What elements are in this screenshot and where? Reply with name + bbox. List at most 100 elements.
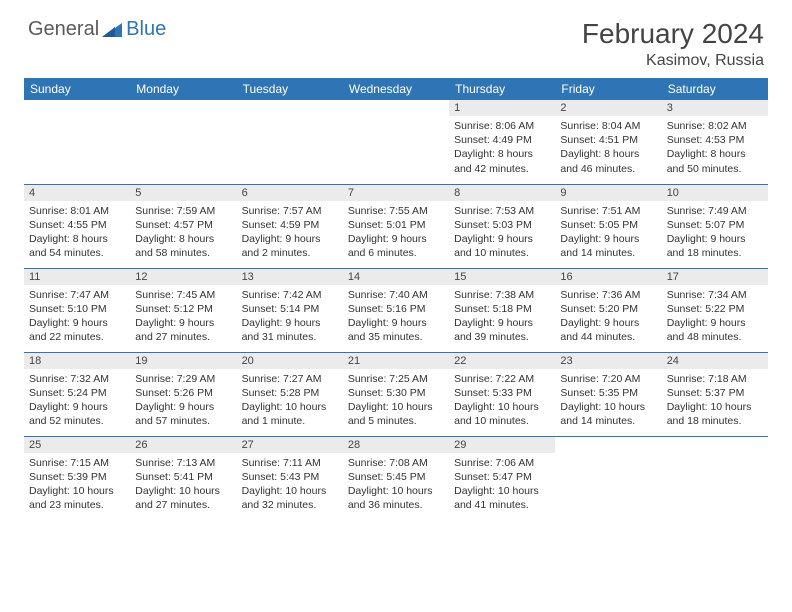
- sunrise-text: Sunrise: 7:32 AM: [29, 372, 125, 386]
- sunrise-text: Sunrise: 7:51 AM: [560, 204, 656, 218]
- daylight2-text: and 22 minutes.: [29, 330, 125, 344]
- calendar-cell: 13Sunrise: 7:42 AMSunset: 5:14 PMDayligh…: [237, 268, 343, 352]
- sunset-text: Sunset: 5:28 PM: [242, 386, 338, 400]
- logo-triangle-icon: [102, 21, 124, 39]
- day-details: Sunrise: 7:45 AMSunset: 5:12 PMDaylight:…: [130, 285, 236, 348]
- day-details: Sunrise: 7:15 AMSunset: 5:39 PMDaylight:…: [24, 453, 130, 516]
- sunset-text: Sunset: 5:20 PM: [560, 302, 656, 316]
- daylight2-text: and 41 minutes.: [454, 498, 550, 512]
- day-number: 6: [237, 185, 343, 201]
- day-number: 18: [24, 353, 130, 369]
- daylight1-text: Daylight: 8 hours: [135, 232, 231, 246]
- day-number: 16: [555, 269, 661, 285]
- day-details: Sunrise: 7:57 AMSunset: 4:59 PMDaylight:…: [237, 201, 343, 264]
- daylight2-text: and 18 minutes.: [667, 414, 763, 428]
- day-number: [24, 100, 130, 104]
- daylight2-text: and 42 minutes.: [454, 162, 550, 176]
- calendar-cell: 8Sunrise: 7:53 AMSunset: 5:03 PMDaylight…: [449, 184, 555, 268]
- daylight2-text: and 27 minutes.: [135, 498, 231, 512]
- calendar-cell: [555, 436, 661, 520]
- day-details: Sunrise: 7:11 AMSunset: 5:43 PMDaylight:…: [237, 453, 343, 516]
- day-number: 25: [24, 437, 130, 453]
- sunset-text: Sunset: 4:53 PM: [667, 133, 763, 147]
- sunrise-text: Sunrise: 7:06 AM: [454, 456, 550, 470]
- calendar-cell: 4Sunrise: 8:01 AMSunset: 4:55 PMDaylight…: [24, 184, 130, 268]
- day-number: 5: [130, 185, 236, 201]
- daylight2-text: and 23 minutes.: [29, 498, 125, 512]
- calendar-cell: 5Sunrise: 7:59 AMSunset: 4:57 PMDaylight…: [130, 184, 236, 268]
- day-number: 8: [449, 185, 555, 201]
- daylight1-text: Daylight: 10 hours: [242, 400, 338, 414]
- day-details: Sunrise: 7:38 AMSunset: 5:18 PMDaylight:…: [449, 285, 555, 348]
- daylight1-text: Daylight: 9 hours: [242, 316, 338, 330]
- daylight2-text: and 35 minutes.: [348, 330, 444, 344]
- day-number: 12: [130, 269, 236, 285]
- day-details: Sunrise: 7:08 AMSunset: 5:45 PMDaylight:…: [343, 453, 449, 516]
- day-number: 11: [24, 269, 130, 285]
- calendar-cell: 2Sunrise: 8:04 AMSunset: 4:51 PMDaylight…: [555, 100, 661, 184]
- daylight1-text: Daylight: 9 hours: [242, 232, 338, 246]
- daylight1-text: Daylight: 10 hours: [454, 400, 550, 414]
- daylight2-text: and 10 minutes.: [454, 414, 550, 428]
- sunrise-text: Sunrise: 7:22 AM: [454, 372, 550, 386]
- day-number: 14: [343, 269, 449, 285]
- daylight1-text: Daylight: 9 hours: [667, 316, 763, 330]
- calendar-cell: 6Sunrise: 7:57 AMSunset: 4:59 PMDaylight…: [237, 184, 343, 268]
- day-header: Monday: [130, 78, 236, 100]
- sunrise-text: Sunrise: 7:15 AM: [29, 456, 125, 470]
- calendar-week-row: 11Sunrise: 7:47 AMSunset: 5:10 PMDayligh…: [24, 268, 768, 352]
- day-number: 9: [555, 185, 661, 201]
- day-header: Sunday: [24, 78, 130, 100]
- calendar-week-row: 4Sunrise: 8:01 AMSunset: 4:55 PMDaylight…: [24, 184, 768, 268]
- sunset-text: Sunset: 5:39 PM: [29, 470, 125, 484]
- daylight1-text: Daylight: 9 hours: [348, 232, 444, 246]
- daylight2-text: and 57 minutes.: [135, 414, 231, 428]
- day-number: 21: [343, 353, 449, 369]
- day-details: Sunrise: 7:42 AMSunset: 5:14 PMDaylight:…: [237, 285, 343, 348]
- daylight2-text: and 44 minutes.: [560, 330, 656, 344]
- day-details: Sunrise: 8:01 AMSunset: 4:55 PMDaylight:…: [24, 201, 130, 264]
- day-number: 28: [343, 437, 449, 453]
- sunset-text: Sunset: 5:10 PM: [29, 302, 125, 316]
- daylight1-text: Daylight: 9 hours: [560, 232, 656, 246]
- sunset-text: Sunset: 5:07 PM: [667, 218, 763, 232]
- daylight2-text: and 31 minutes.: [242, 330, 338, 344]
- sunset-text: Sunset: 5:37 PM: [667, 386, 763, 400]
- month-title: February 2024: [582, 18, 764, 50]
- logo-text-general: General: [28, 18, 99, 41]
- day-details: Sunrise: 8:06 AMSunset: 4:49 PMDaylight:…: [449, 116, 555, 179]
- sunrise-text: Sunrise: 7:55 AM: [348, 204, 444, 218]
- day-number: 4: [24, 185, 130, 201]
- sunset-text: Sunset: 4:49 PM: [454, 133, 550, 147]
- title-block: February 2024 Kasimov, Russia: [582, 18, 764, 70]
- sunrise-text: Sunrise: 7:29 AM: [135, 372, 231, 386]
- day-number: 24: [662, 353, 768, 369]
- sunset-text: Sunset: 4:55 PM: [29, 218, 125, 232]
- sunrise-text: Sunrise: 8:01 AM: [29, 204, 125, 218]
- daylight1-text: Daylight: 10 hours: [667, 400, 763, 414]
- daylight2-text: and 10 minutes.: [454, 246, 550, 260]
- sunset-text: Sunset: 5:03 PM: [454, 218, 550, 232]
- calendar-cell: [237, 100, 343, 184]
- day-details: Sunrise: 7:34 AMSunset: 5:22 PMDaylight:…: [662, 285, 768, 348]
- calendar-cell: 19Sunrise: 7:29 AMSunset: 5:26 PMDayligh…: [130, 352, 236, 436]
- daylight2-text: and 2 minutes.: [242, 246, 338, 260]
- day-number: [662, 437, 768, 441]
- sunrise-text: Sunrise: 7:20 AM: [560, 372, 656, 386]
- sunrise-text: Sunrise: 7:38 AM: [454, 288, 550, 302]
- day-details: Sunrise: 7:32 AMSunset: 5:24 PMDaylight:…: [24, 369, 130, 432]
- daylight2-text: and 14 minutes.: [560, 246, 656, 260]
- day-header: Tuesday: [237, 78, 343, 100]
- day-details: Sunrise: 7:51 AMSunset: 5:05 PMDaylight:…: [555, 201, 661, 264]
- logo: General Blue: [28, 18, 166, 41]
- daylight2-text: and 48 minutes.: [667, 330, 763, 344]
- day-details: Sunrise: 7:40 AMSunset: 5:16 PMDaylight:…: [343, 285, 449, 348]
- location-label: Kasimov, Russia: [582, 52, 764, 70]
- daylight2-text: and 39 minutes.: [454, 330, 550, 344]
- sunrise-text: Sunrise: 8:04 AM: [560, 119, 656, 133]
- day-details: Sunrise: 8:02 AMSunset: 4:53 PMDaylight:…: [662, 116, 768, 179]
- daylight2-text: and 18 minutes.: [667, 246, 763, 260]
- sunrise-text: Sunrise: 7:27 AM: [242, 372, 338, 386]
- daylight2-text: and 46 minutes.: [560, 162, 656, 176]
- daylight1-text: Daylight: 8 hours: [454, 147, 550, 161]
